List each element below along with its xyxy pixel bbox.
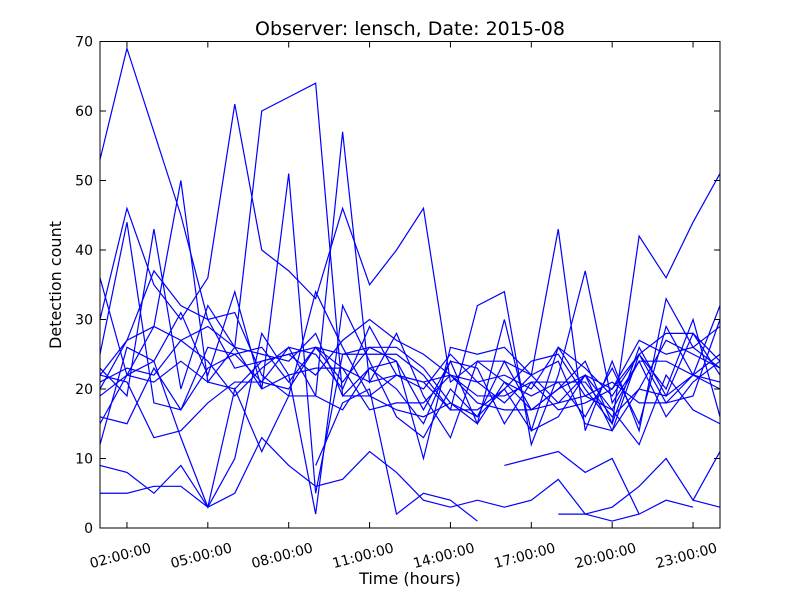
series-line-6: [99, 229, 721, 461]
y-tick-label: 60: [75, 104, 93, 120]
series-line-19: [692, 499, 721, 508]
series-line-11: [99, 319, 721, 425]
chart-title: Observer: lensch, Date: 2015-08: [255, 18, 565, 40]
y-tick-label: 0: [84, 521, 93, 537]
y-axis: 0 10 20 30 40 50 60 70: [75, 35, 720, 537]
series-line-18: [558, 499, 694, 522]
plot-frame: [99, 41, 721, 529]
series-line-9: [99, 325, 721, 426]
y-tick-label: 40: [75, 243, 93, 259]
series-line-13: [99, 289, 721, 510]
series-line-17: [504, 450, 640, 515]
y-tick-label: 10: [75, 452, 93, 468]
series-line-3: [99, 103, 721, 433]
series-line-16: [315, 388, 478, 522]
series-line-10: [99, 324, 721, 426]
series-line-12: [99, 346, 721, 439]
y-axis-label: Detection count: [46, 221, 65, 349]
y-tick-label: 50: [75, 174, 93, 190]
series-line-5: [99, 269, 721, 404]
y-tick-label: 30: [75, 313, 93, 329]
y-tick-label: 20: [75, 382, 93, 398]
x-axis-label: Time (hours): [358, 569, 461, 588]
series-line-2: [99, 82, 721, 426]
y-tick-label: 70: [75, 35, 93, 51]
plot-series-group: [99, 46, 721, 522]
series-line-15: [100, 436, 721, 515]
series-line-4: [99, 173, 721, 494]
series-line-14: [99, 303, 721, 515]
